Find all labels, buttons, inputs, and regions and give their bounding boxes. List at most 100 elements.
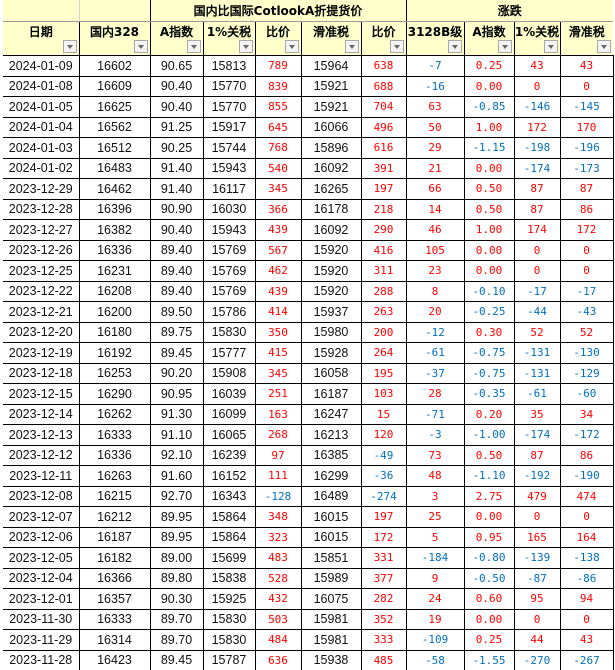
cell-date[interactable]: 2023-12-15 [3,383,80,405]
cell-tariff-1pct[interactable]: 16152 [202,465,256,487]
cell-date[interactable]: 2023-12-08 [3,485,80,507]
cell-ratio-2[interactable]: 704 [360,96,407,118]
cell-ratio-2[interactable]: 282 [360,588,407,610]
cell-date[interactable]: 2023-11-30 [3,608,80,630]
cell-date[interactable]: 2024-01-09 [3,55,80,77]
cell-ratio-2[interactable]: 15 [360,403,407,425]
cell-chg-sliding-tax[interactable]: -138 [559,547,614,569]
cell-chg-a-index[interactable]: -0.10 [463,280,515,302]
cell-a-index[interactable]: 90.40 [149,96,204,118]
cell-sliding-tax[interactable]: 15920 [300,239,362,261]
cell-chg-3128b[interactable]: 23 [405,260,465,282]
cell-chg-sliding-tax[interactable]: 86 [559,198,614,220]
cell-a-index[interactable]: 92.70 [149,485,204,507]
filter-dropdown-icon[interactable] [497,40,512,53]
cell-chg-tariff-1pct[interactable]: -44 [513,301,561,323]
cell-sliding-tax[interactable]: 16178 [300,198,362,220]
cell-chg-a-index[interactable]: 0.00 [463,506,515,528]
cell-chg-tariff-1pct[interactable]: 87 [513,198,561,220]
cell-a-index[interactable]: 89.45 [149,342,204,364]
cell-chg-tariff-1pct[interactable]: -192 [513,465,561,487]
cell-chg-tariff-1pct[interactable]: 87 [513,178,561,200]
filter-dropdown-icon[interactable] [447,40,462,53]
cell-chg-3128b[interactable]: 28 [405,383,465,405]
cell-chg-3128b[interactable]: 50 [405,116,465,138]
cell-chg-tariff-1pct[interactable]: -61 [513,383,561,405]
cell-chg-a-index[interactable]: 0.60 [463,588,515,610]
cell-a-index[interactable]: 90.25 [149,137,204,159]
filter-dropdown-icon[interactable] [543,40,558,53]
cell-chg-tariff-1pct[interactable]: 87 [513,444,561,466]
cell-chg-tariff-1pct[interactable]: 35 [513,403,561,425]
cell-ratio-2[interactable]: 290 [360,219,407,241]
cell-chg-3128b[interactable]: -58 [405,649,465,670]
cell-chg-a-index[interactable]: 2.75 [463,485,515,507]
cell-chg-tariff-1pct[interactable]: -17 [513,280,561,302]
cell-chg-tariff-1pct[interactable]: -139 [513,547,561,569]
cell-ratio-1[interactable]: 855 [254,96,302,118]
cell-chg-3128b[interactable]: -61 [405,342,465,364]
cell-a-index[interactable]: 91.60 [149,465,204,487]
cell-tariff-1pct[interactable]: 15769 [202,260,256,282]
cell-ratio-1[interactable]: 462 [254,260,302,282]
cell-domestic-328[interactable]: 16333 [78,608,151,630]
cell-chg-a-index[interactable]: 0.25 [463,629,515,651]
cell-domestic-328[interactable]: 16208 [78,280,151,302]
cell-a-index[interactable]: 90.65 [149,55,204,77]
cell-date[interactable]: 2023-12-13 [3,424,80,446]
cell-date[interactable]: 2023-12-26 [3,239,80,261]
cell-ratio-1[interactable]: 348 [254,506,302,528]
cell-ratio-2[interactable]: 485 [360,649,407,670]
cell-tariff-1pct[interactable]: 15770 [202,96,256,118]
cell-a-index[interactable]: 91.30 [149,403,204,425]
cell-ratio-1[interactable]: 636 [254,649,302,670]
cell-date[interactable]: 2023-12-05 [3,547,80,569]
cell-domestic-328[interactable]: 16562 [78,116,151,138]
cell-date[interactable]: 2023-12-28 [3,198,80,220]
cell-chg-tariff-1pct[interactable]: 0 [513,75,561,97]
cell-sliding-tax[interactable]: 16015 [300,506,362,528]
cell-chg-tariff-1pct[interactable]: 0 [513,506,561,528]
cell-sliding-tax[interactable]: 16187 [300,383,362,405]
cell-ratio-1[interactable]: 540 [254,157,302,179]
cell-ratio-2[interactable]: 688 [360,75,407,97]
cell-chg-a-index[interactable]: -1.10 [463,465,515,487]
cell-a-index[interactable]: 90.30 [149,588,204,610]
cell-chg-tariff-1pct[interactable]: -174 [513,157,561,179]
cell-chg-tariff-1pct[interactable]: 0 [513,608,561,630]
cell-a-index[interactable]: 90.40 [149,75,204,97]
cell-a-index[interactable]: 89.70 [149,608,204,630]
cell-chg-3128b[interactable]: 105 [405,239,465,261]
cell-chg-3128b[interactable]: 63 [405,96,465,118]
cell-ratio-1[interactable]: 483 [254,547,302,569]
cell-ratio-2[interactable]: 288 [360,280,407,302]
cell-sliding-tax[interactable]: 15921 [300,96,362,118]
cell-chg-3128b[interactable]: 66 [405,178,465,200]
cell-date[interactable]: 2023-12-25 [3,260,80,282]
cell-tariff-1pct[interactable]: 15838 [202,567,256,589]
cell-chg-sliding-tax[interactable]: 87 [559,178,614,200]
cell-tariff-1pct[interactable]: 16099 [202,403,256,425]
cell-domestic-328[interactable]: 16333 [78,424,151,446]
cell-chg-sliding-tax[interactable]: 170 [559,116,614,138]
cell-ratio-2[interactable]: 195 [360,362,407,384]
cell-tariff-1pct[interactable]: 16030 [202,198,256,220]
cell-tariff-1pct[interactable]: 15943 [202,219,256,241]
cell-domestic-328[interactable]: 16182 [78,547,151,569]
cell-ratio-2[interactable]: 197 [360,506,407,528]
cell-chg-a-index[interactable]: 0.50 [463,178,515,200]
cell-date[interactable]: 2023-12-21 [3,301,80,323]
cell-domestic-328[interactable]: 16483 [78,157,151,179]
cell-ratio-2[interactable]: 263 [360,301,407,323]
cell-chg-a-index[interactable]: -0.50 [463,567,515,589]
cell-chg-a-index[interactable]: 0.50 [463,444,515,466]
cell-domestic-328[interactable]: 16512 [78,137,151,159]
cell-chg-a-index[interactable]: 0.95 [463,526,515,548]
cell-chg-3128b[interactable]: 25 [405,506,465,528]
cell-tariff-1pct[interactable]: 15830 [202,629,256,651]
cell-tariff-1pct[interactable]: 15777 [202,342,256,364]
cell-ratio-2[interactable]: 103 [360,383,407,405]
cell-chg-sliding-tax[interactable]: 86 [559,444,614,466]
cell-ratio-1[interactable]: 768 [254,137,302,159]
filter-dropdown-icon[interactable] [133,40,148,53]
